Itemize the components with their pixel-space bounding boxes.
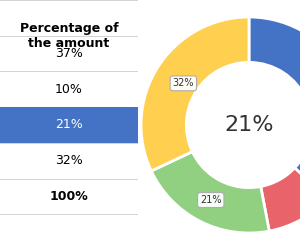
Wedge shape (261, 168, 300, 231)
Wedge shape (249, 17, 300, 199)
Text: 100%: 100% (50, 190, 88, 203)
Text: 32%: 32% (55, 154, 83, 167)
Text: 21%: 21% (200, 195, 221, 205)
Text: 21%: 21% (224, 115, 274, 135)
Text: 32%: 32% (172, 78, 194, 88)
FancyBboxPatch shape (0, 107, 138, 143)
Text: 21%: 21% (55, 118, 83, 132)
Text: Percentage of
the amount: Percentage of the amount (20, 22, 118, 50)
Wedge shape (151, 152, 269, 233)
Text: 10%: 10% (55, 83, 83, 96)
Text: 37%: 37% (55, 47, 83, 60)
Wedge shape (141, 17, 249, 171)
